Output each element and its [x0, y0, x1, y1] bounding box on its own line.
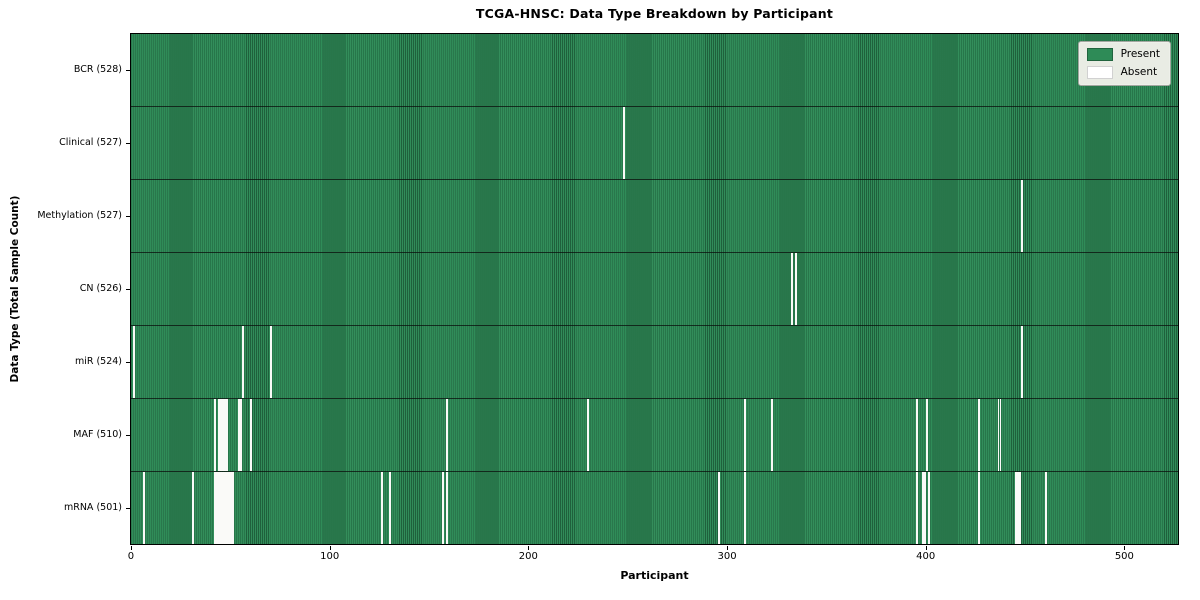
absent-stripe — [232, 472, 234, 544]
absent-stripe — [926, 399, 928, 471]
chart-title: TCGA-HNSC: Data Type Breakdown by Partic… — [475, 6, 834, 21]
absent-stripe — [446, 472, 449, 544]
absent-stripe — [446, 399, 449, 471]
absent-stripe — [218, 399, 221, 471]
heatmap-row-maf — [131, 398, 1178, 471]
absent-stripe — [997, 399, 1000, 471]
absent-stripe — [999, 399, 1002, 471]
y-tick-mark — [126, 362, 130, 364]
legend-label-present: Present — [1120, 48, 1160, 60]
x-tick-mark — [528, 546, 530, 550]
absent-stripe — [928, 472, 930, 544]
y-tick-mark — [126, 435, 130, 437]
absent-stripe — [791, 253, 794, 325]
absent-stripe — [380, 472, 383, 544]
absent-stripe — [717, 472, 720, 544]
absent-stripe — [220, 399, 223, 471]
plot-area: Present Absent — [130, 33, 1179, 545]
legend-entry-absent: Absent — [1086, 66, 1160, 79]
absent-stripe — [222, 472, 224, 544]
legend: Present Absent — [1077, 41, 1171, 86]
heatmap-row-cn — [131, 252, 1178, 325]
absent-stripe — [220, 472, 223, 544]
absent-stripe — [916, 399, 919, 471]
y-tick-mark — [126, 215, 130, 217]
heatmap-row-methylation — [131, 179, 1178, 252]
absent-stripe — [916, 472, 919, 544]
absent-stripe — [1021, 180, 1024, 252]
absent-stripe — [1045, 472, 1047, 544]
x-tick-mark — [1124, 546, 1126, 550]
absent-stripe — [622, 107, 625, 179]
y-tick-mark — [126, 69, 130, 71]
y-tick-label: miR (524) — [74, 356, 122, 368]
absent-stripe — [771, 399, 774, 471]
x-tick-label: 200 — [518, 551, 538, 562]
absent-stripe — [216, 472, 219, 544]
x-tick-label: 0 — [127, 551, 135, 562]
absent-stripe — [214, 472, 217, 544]
y-tick-label: CN (526) — [79, 283, 122, 294]
heatmap-row-mrna — [131, 471, 1178, 544]
heatmap-row-mir — [131, 325, 1178, 398]
absent-stripe — [924, 472, 926, 544]
x-axis-label: Participant — [620, 569, 689, 582]
y-tick-label: BCR (528) — [73, 63, 122, 75]
x-tick-mark — [130, 546, 132, 550]
y-tick-label: Clinical (527) — [59, 136, 122, 148]
absent-stripe — [922, 472, 924, 544]
absent-stripe — [226, 472, 228, 544]
absent-swatch-icon — [1086, 66, 1113, 79]
legend-label-absent: Absent — [1120, 66, 1158, 78]
absent-stripe — [238, 399, 240, 471]
absent-stripe — [977, 472, 980, 544]
absent-stripe — [795, 253, 798, 325]
absent-stripe — [224, 472, 226, 544]
absent-stripe — [226, 399, 228, 471]
y-tick-label: MAF (510) — [73, 429, 122, 441]
x-tick-label: 300 — [717, 551, 737, 562]
absent-stripe — [743, 472, 746, 544]
absent-stripe — [228, 472, 230, 544]
absent-stripe — [1021, 326, 1024, 398]
y-tick-mark — [126, 289, 130, 290]
absent-stripe — [230, 472, 232, 544]
absent-stripe — [977, 399, 980, 471]
heatmap-row-bcr — [131, 34, 1178, 106]
absent-stripe — [242, 326, 244, 398]
absent-stripe — [743, 399, 746, 471]
x-tick-mark — [329, 546, 331, 550]
absent-stripe — [442, 472, 445, 544]
absent-stripe — [269, 326, 272, 398]
absent-stripe — [214, 399, 217, 471]
absent-stripe — [587, 399, 589, 471]
y-tick-mark — [126, 508, 130, 510]
absent-stripe — [222, 399, 224, 471]
absent-stripe — [240, 399, 242, 471]
legend-entry-present: Present — [1086, 48, 1160, 61]
x-tick-label: 400 — [916, 551, 936, 562]
y-tick-label: mRNA (501) — [63, 502, 122, 514]
x-tick-label: 500 — [1114, 551, 1134, 562]
absent-stripe — [1017, 472, 1020, 544]
absent-stripe — [224, 399, 226, 471]
x-tick-mark — [925, 546, 927, 550]
present-swatch-icon — [1086, 48, 1113, 61]
y-tick-label: Methylation (527) — [37, 209, 122, 221]
heatmap-row-clinical — [131, 106, 1178, 179]
absent-stripe — [192, 472, 195, 544]
absent-stripe — [132, 326, 135, 398]
absent-stripe — [1015, 472, 1018, 544]
absent-stripe — [142, 472, 145, 544]
x-tick-mark — [727, 546, 729, 550]
absent-stripe — [1019, 472, 1022, 544]
x-tick-label: 100 — [320, 551, 340, 562]
absent-stripe — [218, 472, 221, 544]
y-tick-mark — [126, 142, 130, 144]
absent-stripe — [388, 472, 391, 544]
absent-stripe — [249, 399, 252, 471]
